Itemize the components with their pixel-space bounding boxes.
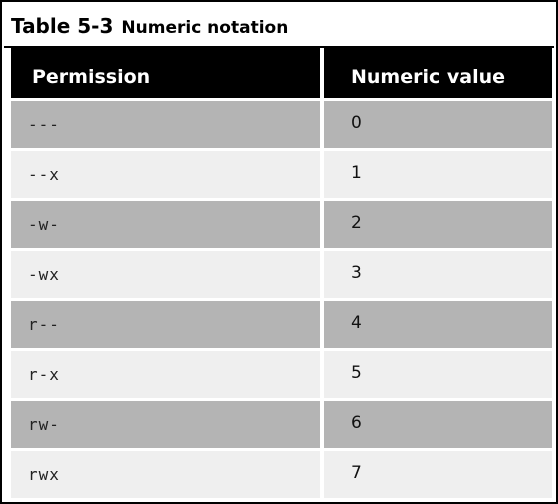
- table-row: -w- 2: [11, 198, 552, 248]
- table-row: --- 0: [11, 98, 552, 148]
- numeric-value-cell: 2: [324, 201, 552, 248]
- caption-divider: [4, 46, 554, 48]
- permission-cell: --x: [11, 151, 320, 198]
- permissions-table: Permission Numeric value --- 0 --x 1 -w-…: [11, 48, 552, 498]
- numeric-value-cell: 5: [324, 351, 552, 398]
- permission-cell: -w-: [11, 201, 320, 248]
- numeric-value-cell: 1: [324, 151, 552, 198]
- table-row: --x 1: [11, 148, 552, 198]
- header-numeric-value: Numeric value: [324, 48, 552, 98]
- numeric-value-cell: 6: [324, 401, 552, 448]
- numeric-value-cell: 7: [324, 451, 552, 498]
- table-row: rw- 6: [11, 398, 552, 448]
- table-number: Table 5-3: [11, 14, 114, 38]
- permission-cell: rwx: [11, 451, 320, 498]
- table-title: Numeric notation: [121, 18, 289, 38]
- permission-cell: rw-: [11, 401, 320, 448]
- table-row: r-- 4: [11, 298, 552, 348]
- header-permission: Permission: [11, 48, 320, 98]
- permission-cell: -wx: [11, 251, 320, 298]
- numeric-value-cell: 3: [324, 251, 552, 298]
- table-header-row: Permission Numeric value: [11, 48, 552, 98]
- permission-cell: ---: [11, 101, 320, 148]
- numeric-value-cell: 0: [324, 101, 552, 148]
- table-row: -wx 3: [11, 248, 552, 298]
- numeric-value-cell: 4: [324, 301, 552, 348]
- table-caption: Table 5-3 Numeric notation: [11, 11, 288, 41]
- table-row: rwx 7: [11, 448, 552, 498]
- permission-cell: r--: [11, 301, 320, 348]
- table-row: r-x 5: [11, 348, 552, 398]
- permission-cell: r-x: [11, 351, 320, 398]
